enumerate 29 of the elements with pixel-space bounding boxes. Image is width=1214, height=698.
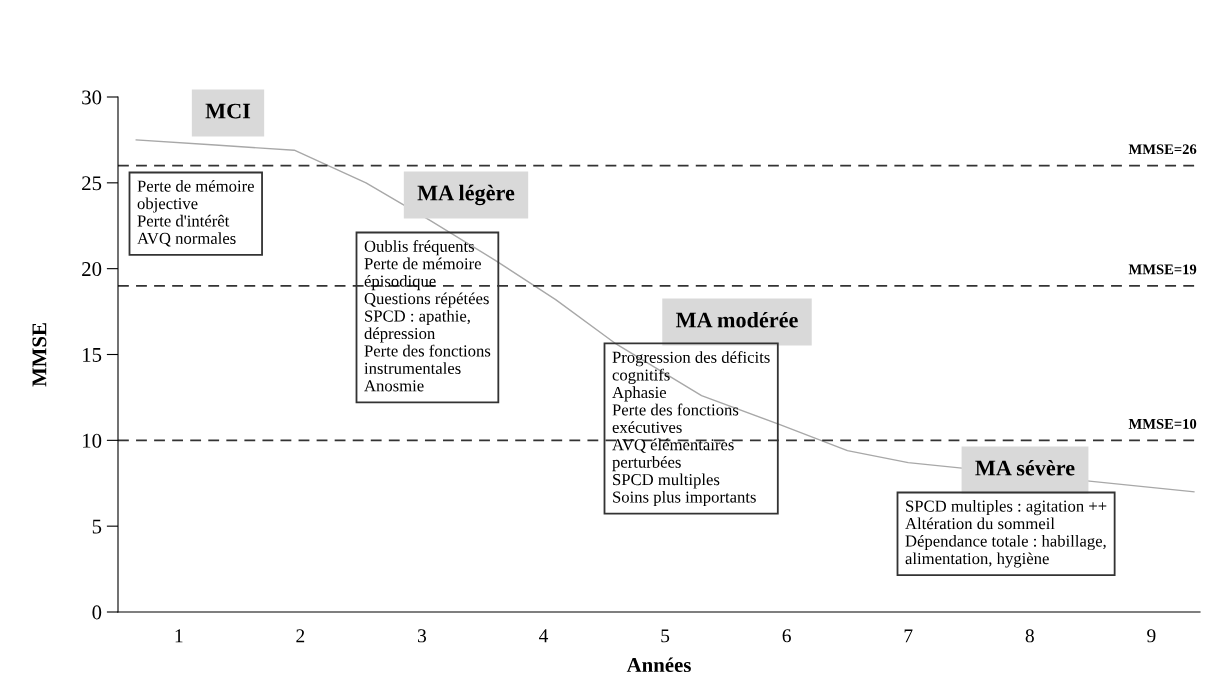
x-tick-label: 9 [1147,629,1156,643]
annotation: MA modérée [675,311,798,328]
y-tick-label: 20 [82,262,102,277]
ref-line-label: MMSE=19 [1128,264,1197,275]
annotation: MCI [205,103,251,119]
annotation: MA légère [417,184,515,206]
y-tick-label: 25 [82,176,102,191]
x-tick-label: 5 [661,629,670,643]
x-tick-label: 3 [418,629,427,643]
y-tick-label: 5 [92,519,102,534]
text: Progression des déficits cognitifs Aphasie Perte des fonctions exécutives AVQ élémentaires perturbées SPCD multiples Soins plus importants [612,351,770,507]
y-tick-label: 30 [82,90,102,105]
x-tick-label: 2 [296,629,305,643]
x-tick-label: 8 [1025,629,1034,643]
ref-line-label: MMSE=10 [1128,418,1197,429]
x-tick-label: 6 [782,629,791,643]
y-tick-label: 10 [83,433,102,448]
y-tick-label: 15 [83,347,102,362]
annotation: MA sévère [975,459,1075,476]
x-tick-label: 4 [539,629,549,643]
x-axis-title: Années [626,657,691,673]
annotation: SPCD multiples : agitation ++ Altération du sommeil Dépendance totale : habillage, alimentation, hygiène [905,500,1107,568]
y-tick-label: 0 [92,605,102,620]
text: Oublis fréquents Perte de mémoire épisodique Questions répétées SPCD : apathie, dépression Perte des fonctions instrumentales Anosmie [364,240,491,392]
x-tick-label: 1 [175,629,183,643]
y-axis-title: MMSE [32,323,47,387]
ref-line-label: MMSE=26 [1128,144,1197,155]
annotation: Perte de mémoire objective Perte d'intérêt AVQ normales [137,179,254,247]
x-tick-label: 7 [904,629,913,643]
